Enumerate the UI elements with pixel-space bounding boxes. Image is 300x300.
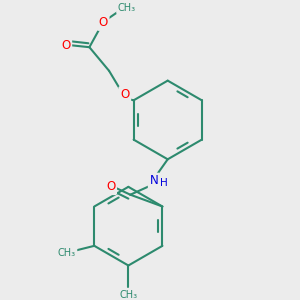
Text: O: O <box>106 180 115 193</box>
Text: O: O <box>61 39 70 52</box>
Text: CH₃: CH₃ <box>118 3 136 13</box>
Text: CH₃: CH₃ <box>58 248 76 258</box>
Text: O: O <box>98 16 108 29</box>
Text: N: N <box>150 174 158 188</box>
Text: O: O <box>120 88 129 101</box>
Text: CH₃: CH₃ <box>119 290 137 300</box>
Text: H: H <box>160 178 168 188</box>
